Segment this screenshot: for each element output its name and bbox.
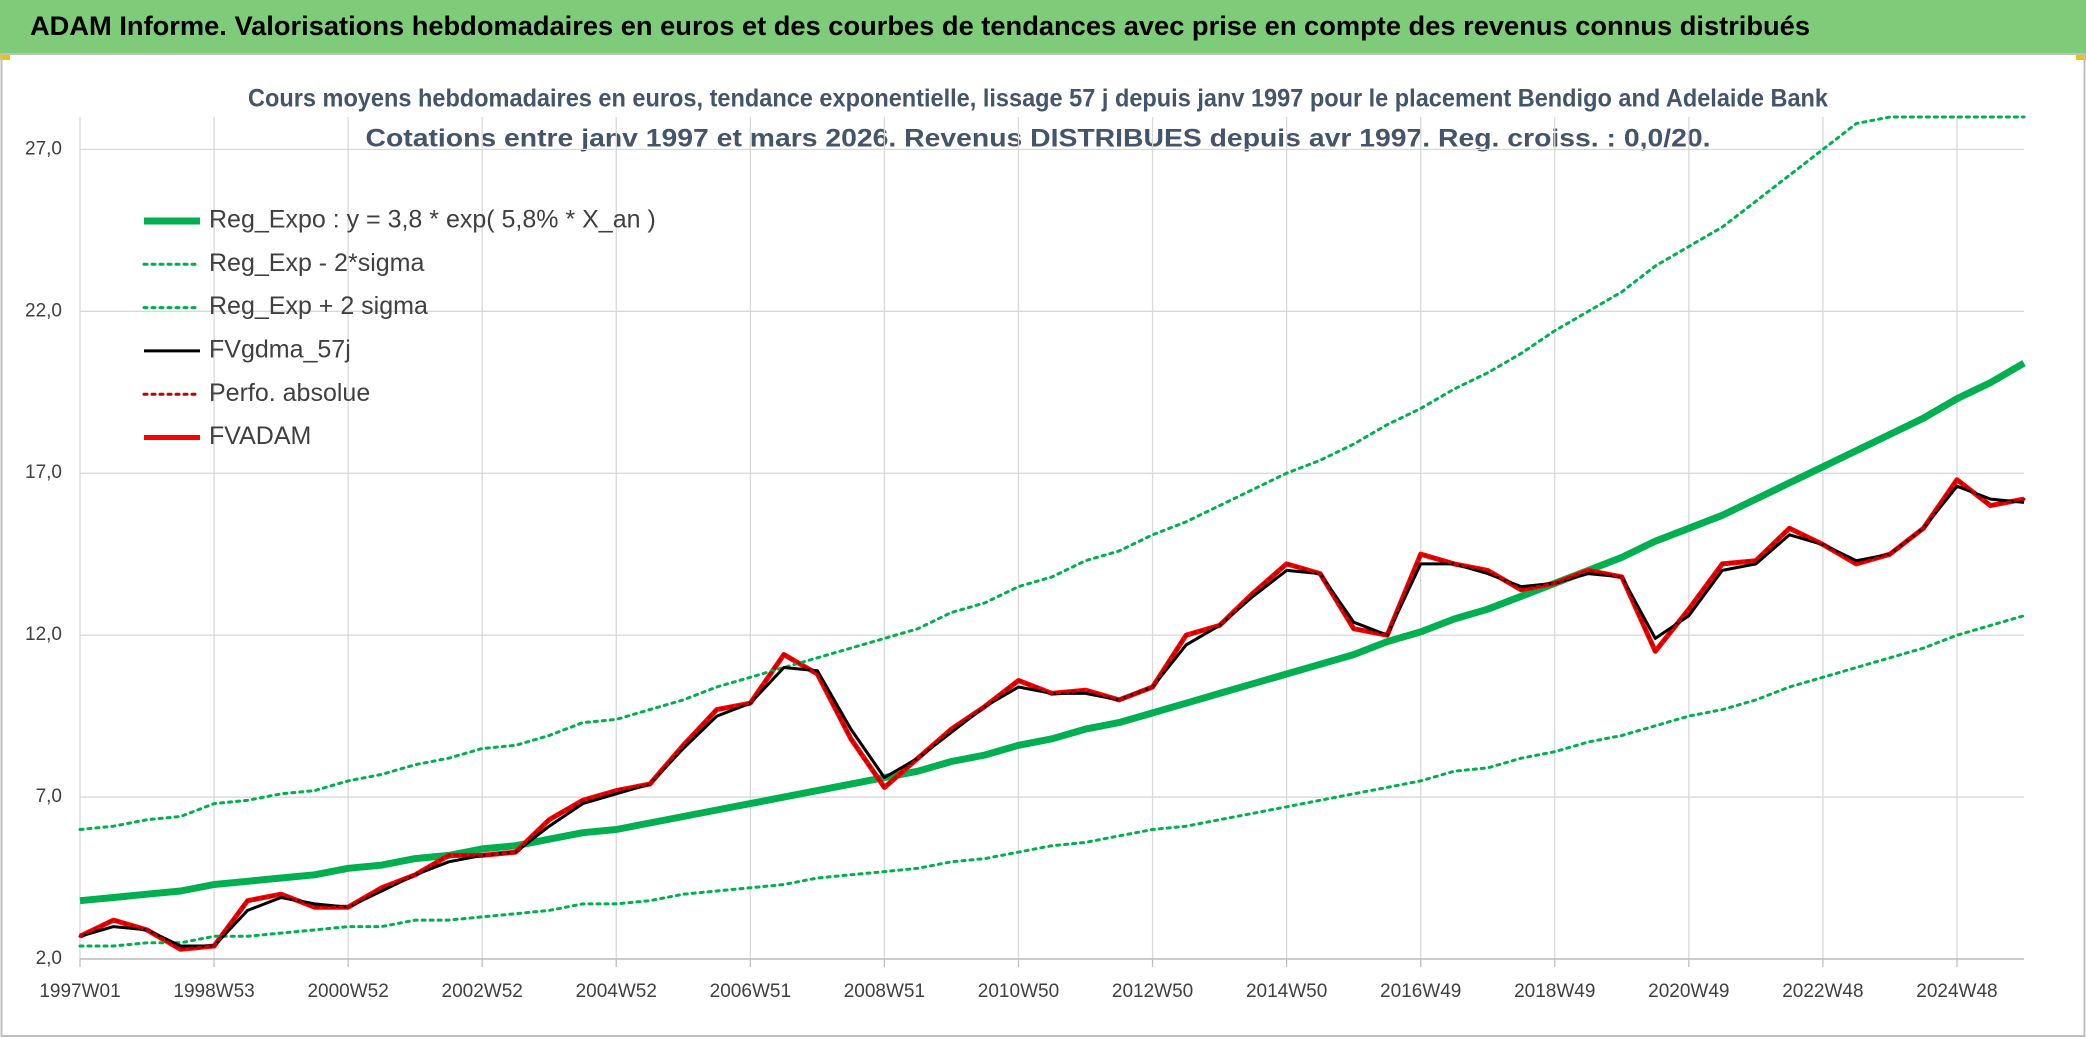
legend-label: FVADAM bbox=[209, 422, 311, 450]
x-tick-label: 2024W48 bbox=[1916, 981, 1997, 1002]
chart-subtitle: Cotations entre janv 1997 et mars 2026. … bbox=[366, 125, 1711, 153]
grid: 2,0 7,0 12,0 17,0 22,0 27,0 1997W01 1998W53 2000… bbox=[25, 117, 2024, 1002]
legend-label: Reg_Exp + 2 sigma bbox=[209, 292, 428, 320]
y-tick-label: 27,0 bbox=[25, 138, 62, 159]
legend-label: Reg_Expo : y = 3,8 * exp( 5,8% * X_an ) bbox=[209, 206, 656, 234]
y-tick-label: 12,0 bbox=[25, 624, 62, 645]
x-tick-label: 2006W51 bbox=[710, 981, 791, 1002]
legend-label: Reg_Exp - 2*sigma bbox=[209, 249, 424, 277]
x-tick-label: 2022W48 bbox=[1782, 981, 1863, 1002]
header-bar bbox=[0, 0, 2086, 54]
series-line bbox=[78, 115, 2026, 831]
frame bbox=[0, 53, 2086, 1037]
x-tick-label: 1997W01 bbox=[39, 981, 120, 1002]
x-tick-label: 1998W53 bbox=[173, 981, 254, 1002]
series-line bbox=[79, 360, 2026, 905]
legend-label: FVgdma_57j bbox=[209, 336, 351, 364]
y-tick-label: 2,0 bbox=[36, 948, 62, 969]
series-line bbox=[78, 478, 2026, 951]
x-tick-label: 2018W49 bbox=[1514, 981, 1595, 1002]
x-tick-label: 2020W49 bbox=[1648, 981, 1729, 1002]
legend-label: Perfo. absolue bbox=[209, 379, 370, 407]
plot-area bbox=[78, 115, 2026, 952]
header-title: ADAM Informe. Valorisations hebdomadaire… bbox=[30, 11, 1810, 41]
x-tick-label: 2008W51 bbox=[844, 981, 925, 1002]
x-tick-label: 2012W50 bbox=[1112, 981, 1193, 1002]
y-tick-label: 22,0 bbox=[25, 300, 62, 321]
corner-mark bbox=[2076, 54, 2086, 60]
legend: Reg_Expo : y = 3,8 * exp( 5,8% * X_an ) R… bbox=[142, 206, 656, 450]
corner-mark bbox=[0, 54, 10, 60]
x-tick-label: 2004W52 bbox=[576, 981, 657, 1002]
x-tick-label: 2014W50 bbox=[1246, 981, 1327, 1002]
chart-title: Cours moyens hebdomadaires en euros, ten… bbox=[248, 85, 1828, 113]
x-tick-label: 2000W52 bbox=[307, 981, 388, 1002]
y-tick-label: 17,0 bbox=[25, 462, 62, 483]
y-tick-label: 7,0 bbox=[36, 786, 62, 807]
x-tick-label: 2002W52 bbox=[442, 981, 523, 1002]
series-line bbox=[78, 614, 2026, 948]
x-tick-label: 2016W49 bbox=[1380, 981, 1461, 1002]
x-tick-label: 2010W50 bbox=[978, 981, 1059, 1002]
